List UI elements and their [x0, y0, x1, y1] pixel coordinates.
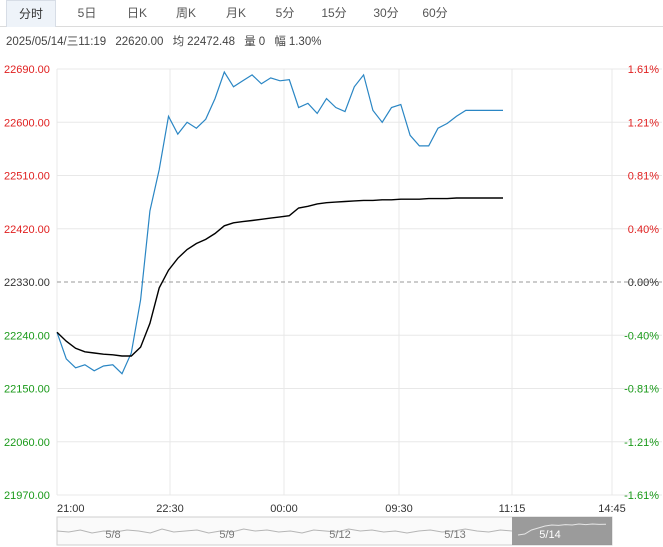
y-tick-label: 22510.00	[4, 171, 50, 183]
tab-3[interactable]: 日K	[126, 6, 147, 20]
tab-1[interactable]: 分时	[6, 0, 56, 27]
navigator-history-line	[56, 528, 513, 534]
y-tick-label: 21970.00	[4, 490, 50, 502]
navigator-date-label: 5/8	[105, 529, 120, 541]
y-tick-label: 22690.00	[4, 64, 50, 76]
quote-datetime: 2025/05/14/三11:19	[6, 36, 107, 48]
y-tick-label: 22060.00	[4, 437, 50, 449]
tab-4[interactable]: 周K	[175, 6, 196, 20]
pct-tick-label: 0.81%	[628, 171, 659, 183]
y-tick-label: 22600.00	[4, 117, 50, 129]
average-line	[56, 197, 503, 357]
navigator-selected-line	[517, 523, 607, 536]
quote-avg-label: 均	[172, 36, 185, 48]
quote-volume-value: 0	[258, 36, 266, 48]
navigator-date-label: 5/9	[219, 529, 234, 541]
x-tick-label: 09:30	[385, 503, 413, 515]
pct-tick-label: 0.00%	[628, 277, 659, 289]
x-tick-label: 11:15	[499, 503, 526, 515]
y-tick-label: 22420.00	[4, 224, 50, 236]
quote-avg-value: 22472.48	[187, 36, 236, 48]
pct-tick-label: 0.40%	[628, 224, 659, 236]
quote-price: 22620.00	[115, 36, 164, 48]
x-tick-label: 00:00	[270, 503, 298, 515]
x-tick-label: 22:30	[156, 503, 184, 515]
x-tick-label: 21:00	[57, 503, 85, 515]
x-tick-label: 14:45	[598, 503, 626, 515]
tab-7[interactable]: 15分	[321, 6, 347, 20]
tab-6[interactable]: 5分	[275, 6, 295, 20]
quote-amplitude-value: 1.30%	[288, 36, 322, 48]
quote-amplitude-label: 幅	[274, 36, 286, 48]
tab-9[interactable]: 60分	[422, 6, 448, 20]
y-tick-label: 22330.00	[4, 277, 50, 289]
navigator-date-label: 5/13	[444, 529, 465, 541]
pct-tick-label: -1.21%	[624, 437, 659, 449]
tab-5[interactable]: 月K	[225, 6, 246, 20]
y-tick-label: 22150.00	[4, 384, 50, 396]
pct-tick-label: 1.61%	[628, 64, 659, 76]
navigator-date-label: 5/12	[329, 529, 350, 541]
tab-2[interactable]: 5日	[77, 6, 97, 20]
pct-tick-label: -0.81%	[624, 384, 659, 396]
price-line	[56, 70, 503, 375]
period-tab-bar: 分时 5日 日K 周K 月K 5分 15分 30分 60分	[0, 0, 663, 27]
pct-tick-label: -1.61%	[624, 490, 659, 502]
navigator-date-label: 5/14	[539, 529, 560, 541]
tab-8[interactable]: 30分	[373, 6, 399, 20]
navigator-selection[interactable]	[512, 517, 612, 545]
pct-tick-label: 1.21%	[628, 117, 659, 129]
y-tick-label: 22240.00	[4, 330, 50, 342]
quote-volume-label: 量	[244, 36, 256, 48]
pct-tick-label: -0.40%	[624, 330, 659, 342]
